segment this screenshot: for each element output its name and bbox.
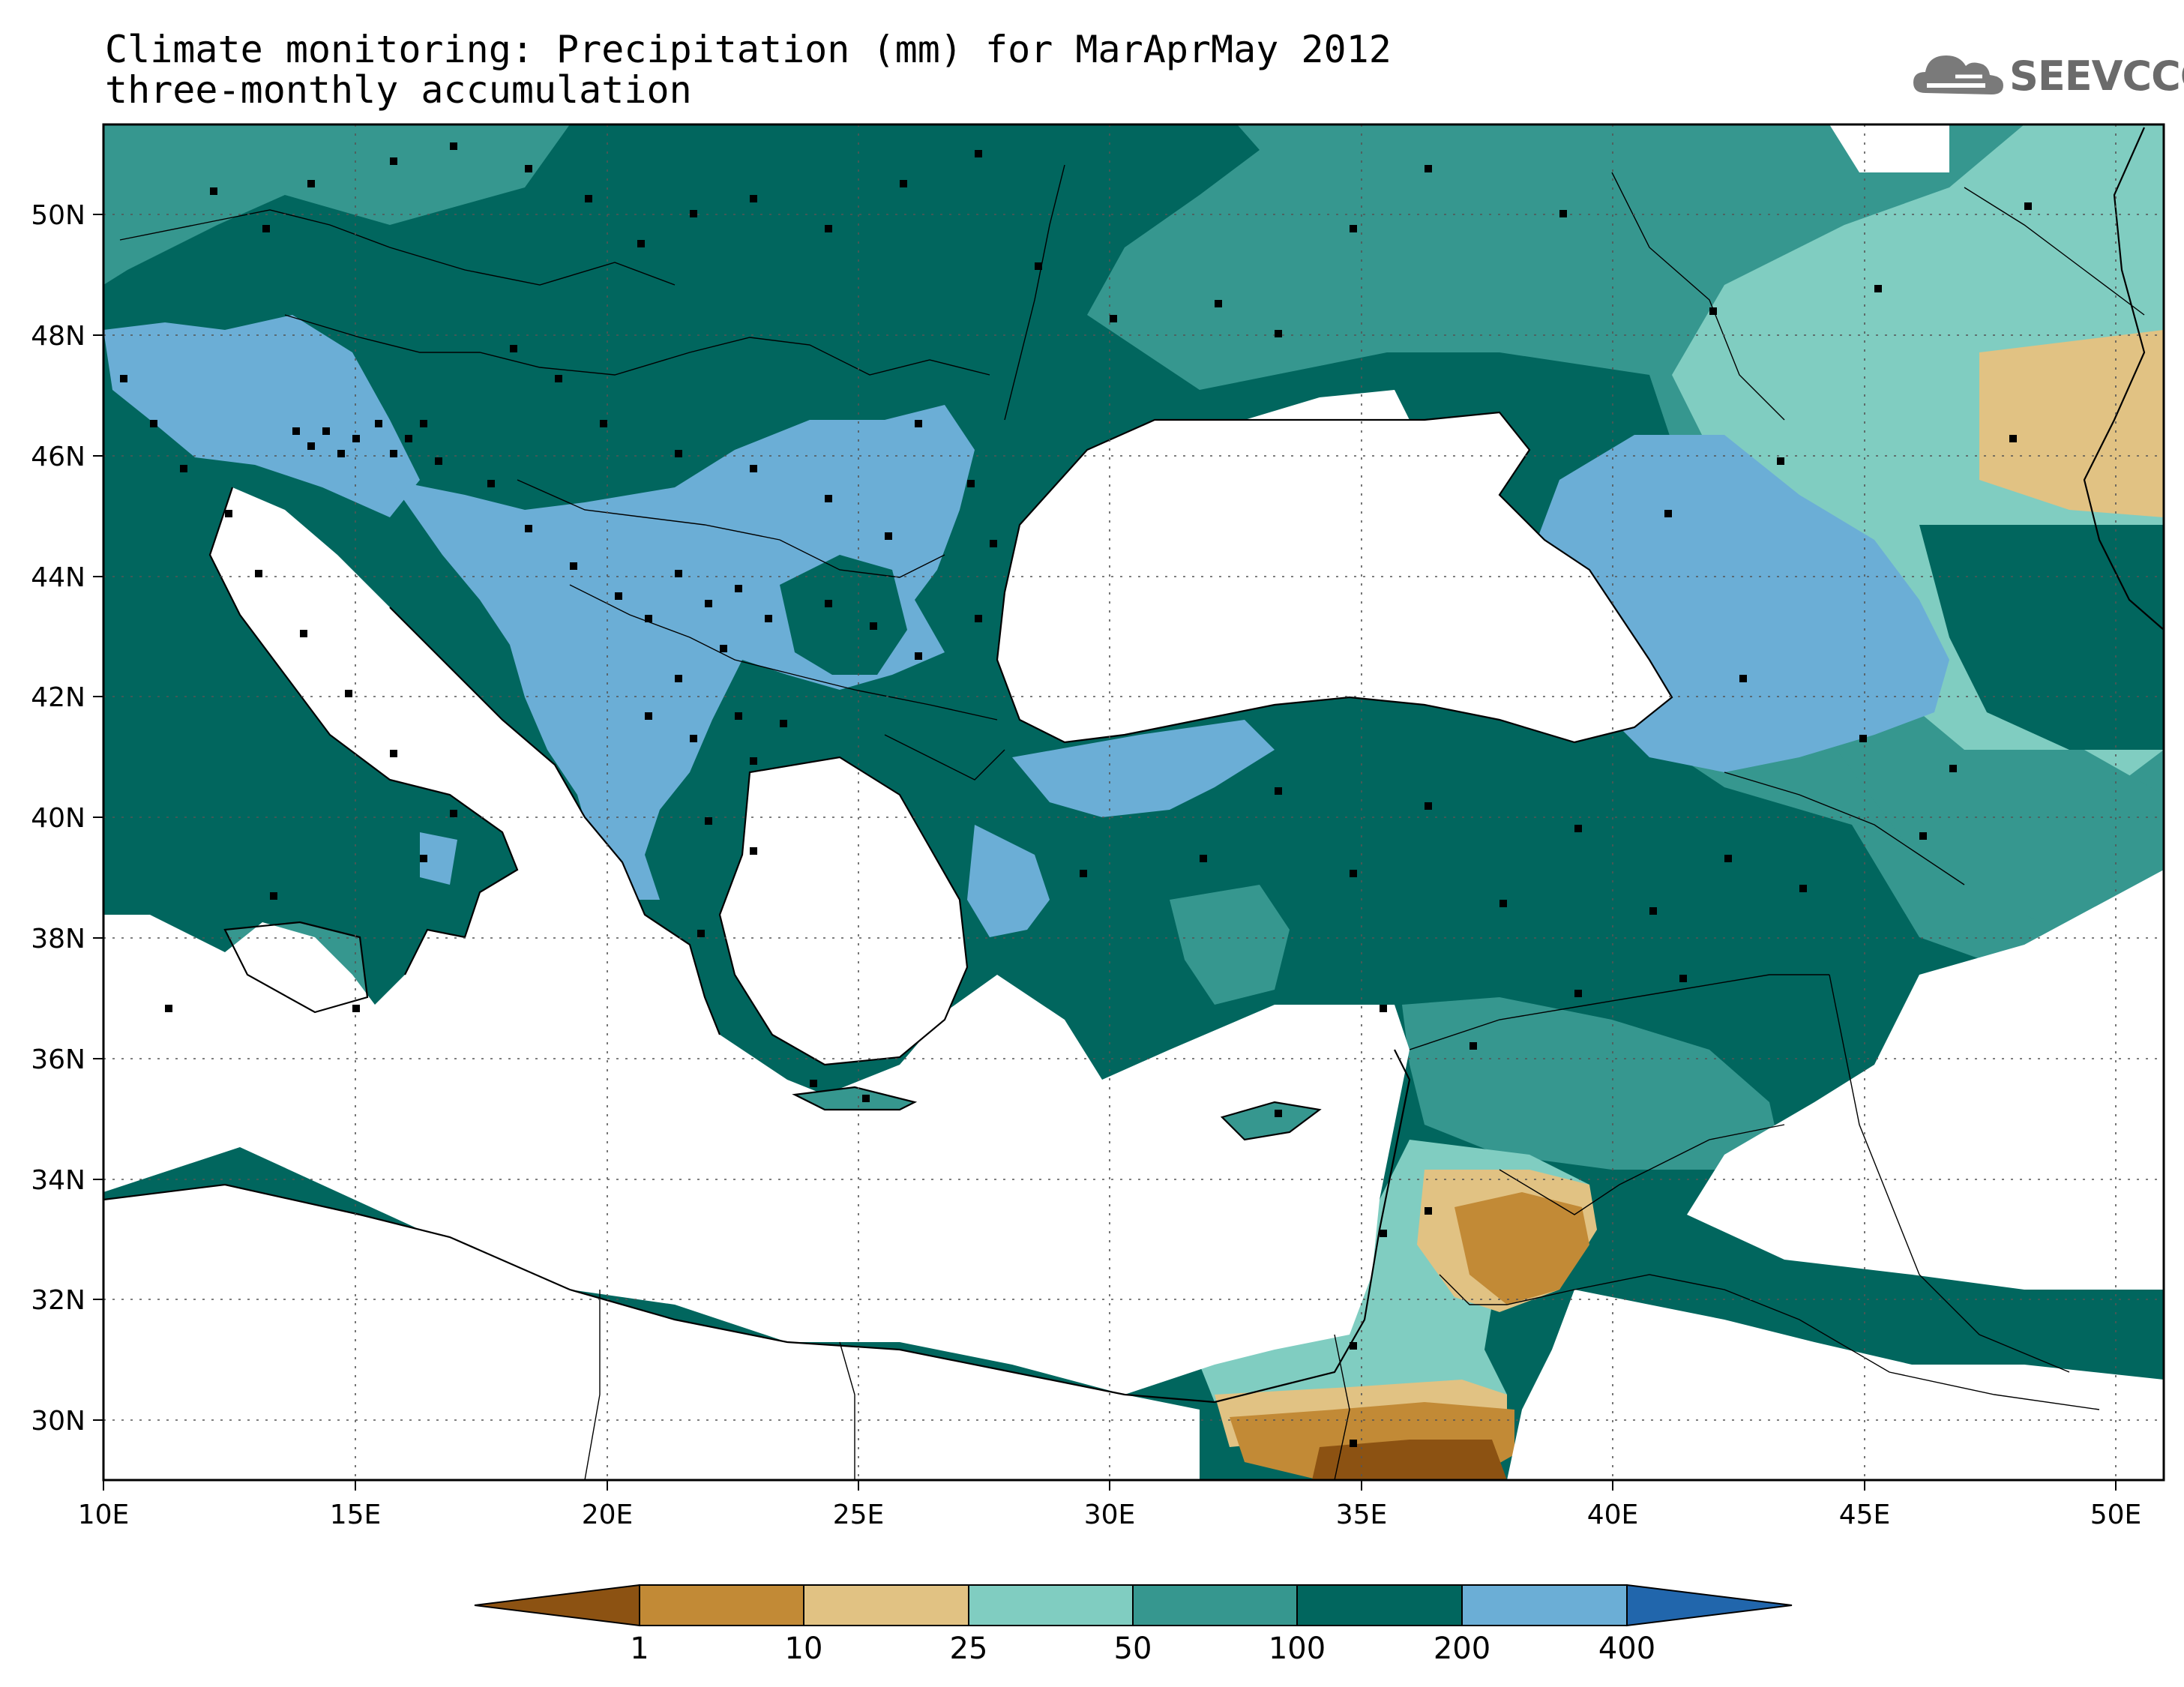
logo-text: SEEVCCC: [2009, 52, 2184, 100]
caspian-coast: [2083, 127, 2164, 631]
lat-ticks: [93, 214, 103, 1421]
field-100-north: [103, 124, 570, 285]
lon-tick-label: 25E: [833, 1500, 885, 1530]
lat-tick-label: 36N: [31, 1044, 85, 1075]
field-200-southeast: [1919, 525, 2164, 750]
colorbar-swatch: [639, 1584, 804, 1626]
colorbar-label: 50: [1114, 1632, 1152, 1666]
station-markers: [120, 142, 2032, 1447]
colorbar-swatch: [803, 1584, 969, 1626]
seevccc-logo: SEEVCCC: [1910, 46, 2184, 106]
lon-tick-label: 20E: [582, 1500, 634, 1530]
lat-tick-label: 38N: [31, 924, 85, 954]
field-400-anatolia-west: [967, 825, 1050, 937]
lat-tick-label: 44N: [31, 562, 85, 593]
field-200-serbia: [780, 555, 907, 675]
map-title: Climate monitoring: Precipitation (mm) f…: [105, 28, 1392, 71]
coastlines: [103, 411, 1673, 1404]
lat-tick-label: 42N: [31, 682, 85, 713]
map-subtitle: three-monthly accumulation: [105, 68, 692, 112]
lat-tick-label: 32N: [31, 1285, 85, 1316]
lon-tick-label: 45E: [1839, 1500, 1891, 1530]
arabia-land: [1507, 1290, 2164, 1480]
field-400-balkans: [390, 405, 975, 900]
cyprus: [1222, 1102, 1320, 1140]
lon-tick-label: 15E: [330, 1500, 382, 1530]
lon-tick-label: 10E: [78, 1500, 130, 1530]
colorbar-swatch: [1296, 1584, 1463, 1626]
north-caspian-unreported: [1829, 124, 1949, 172]
colorbar-swatch: [1461, 1584, 1628, 1626]
colorbar-min-triangle: [474, 1584, 640, 1627]
field-400-alps: [103, 315, 420, 517]
lat-tick-label: 46N: [31, 442, 85, 472]
field-400-turkey-north: [1012, 720, 1275, 817]
colorbar-label: 400: [1598, 1632, 1655, 1666]
country-borders: [119, 164, 2145, 1480]
colorbar-label: 1: [630, 1632, 649, 1666]
aegean-sea: [720, 757, 967, 1065]
colorbar-swatch: [1132, 1584, 1298, 1626]
lon-tick-label: 30E: [1084, 1500, 1136, 1530]
gridlines: [103, 124, 2164, 1480]
colorbar-max-triangle: [1626, 1584, 1793, 1627]
africa-land: [103, 1185, 1200, 1480]
field-1-sinai: [1312, 1440, 1507, 1480]
lon-ticks: [103, 1480, 2117, 1491]
field-10-levant: [1455, 1192, 1589, 1305]
field-400-italy: [420, 832, 457, 885]
map-plot-area: [103, 124, 2164, 1480]
colorbar-label: 25: [950, 1632, 988, 1666]
east-unreported: [1687, 870, 2164, 1290]
lat-tick-label: 50N: [31, 200, 85, 231]
lat-tick-label: 48N: [31, 321, 85, 352]
lon-tick-label: 35E: [1336, 1500, 1388, 1530]
colorbar-label: 10: [785, 1632, 823, 1666]
black-sea: [997, 412, 1672, 742]
lon-tick-label: 50E: [2090, 1500, 2142, 1530]
crimea: [1245, 390, 1410, 465]
field-100-levant: [1402, 997, 1784, 1170]
lon-tick-label: 40E: [1587, 1500, 1639, 1530]
colorbar-label: 100: [1269, 1632, 1326, 1666]
lat-tick-label: 40N: [31, 803, 85, 834]
cloud-icon: [1913, 55, 2003, 94]
colorbar-label: 200: [1434, 1632, 1490, 1666]
lat-tick-label: 34N: [31, 1165, 85, 1196]
field-100-anatolia: [1170, 885, 1290, 1005]
colorbar: [474, 1584, 1793, 1627]
mediterranean-sea: [103, 487, 1410, 1395]
lat-tick-label: 30N: [31, 1406, 85, 1437]
field-25-caspian: [1979, 330, 2164, 517]
map-frame: [102, 123, 2165, 1482]
crete: [795, 1087, 915, 1110]
colorbar-swatch: [968, 1584, 1134, 1626]
